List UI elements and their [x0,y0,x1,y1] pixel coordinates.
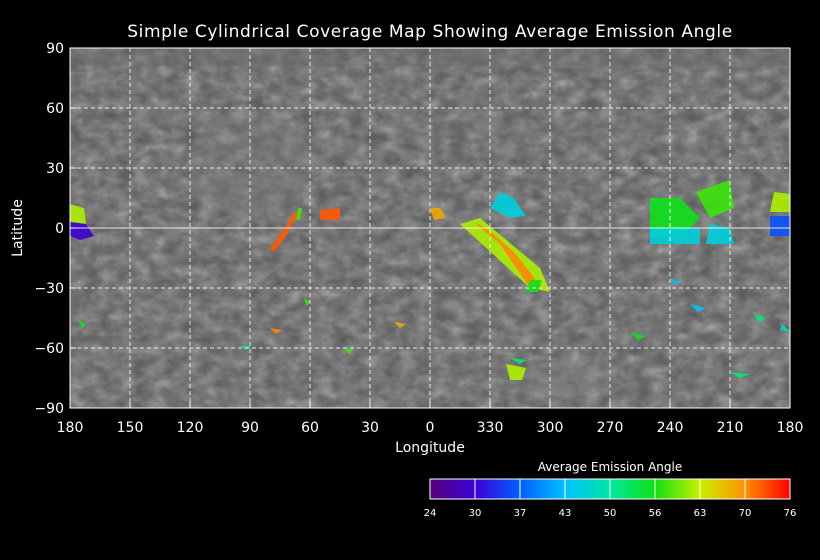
x-tick-label: 120 [177,420,204,436]
x-tick-label: 90 [241,420,259,436]
x-tick-label: 60 [301,420,319,436]
coverage-region [770,192,790,212]
coverage-region [730,372,750,378]
colorbar-tick-label: 70 [739,508,752,519]
coverage-region [270,328,282,334]
y-axis-label: Latitude [10,199,26,257]
coverage-region [754,314,766,322]
coverage-region [696,180,734,218]
coverage-region [270,212,302,252]
y-tick-label: 0 [55,221,64,237]
coverage-region [670,278,682,284]
x-tick-label: 210 [717,420,744,436]
y-tick-label: −90 [34,401,64,417]
colorbar: 24 30 37 43 50 56 63 70 76 [424,478,797,519]
coverage-region [304,298,310,306]
coverage-region [430,208,446,220]
coverage-region [70,222,94,240]
colorbar-tick-label: 63 [694,508,707,519]
x-tick-label: 150 [117,420,144,436]
y-tick-label: 30 [46,161,64,177]
x-tick-label: 180 [57,420,84,436]
y-tick-label: 60 [46,101,64,117]
coverage-region [296,208,302,220]
latitude-ticks: 90 60 30 0 −30 −60 −90 [34,41,76,417]
x-axis-label: Longitude [395,440,465,456]
x-tick-label: 180 [777,420,804,436]
coverage-region [394,322,406,328]
colorbar-tick-label: 43 [559,508,572,519]
x-tick-label: 330 [477,420,504,436]
coverage-region [706,224,734,244]
map-title: Simple Cylindrical Coverage Map Showing … [127,22,733,42]
coverage-region [690,304,706,312]
coverage-region [474,222,542,288]
coverage-region [506,364,526,380]
x-tick-label: 270 [597,420,624,436]
colorbar-tick-label: 56 [649,508,662,519]
coverage-region [320,208,340,220]
coverage-region [344,348,354,354]
y-tick-label: 90 [46,41,64,57]
colorbar-tick-label: 30 [469,508,482,519]
coverage-region [70,204,86,224]
grid-lines [70,48,790,408]
coverage-region [770,216,790,236]
colorbar-tick-label: 37 [514,508,527,519]
coverage-region [780,324,790,332]
x-tick-label: 0 [426,420,435,436]
colorbar-title: Average Emission Angle [537,460,683,474]
coverage-region [650,228,700,244]
bright-region [188,113,312,217]
colorbar-tick-label: 76 [784,508,797,519]
coverage-region [526,280,542,292]
x-tick-label: 300 [537,420,564,436]
coverage-regions [70,180,790,380]
colorbar-tick-label: 50 [604,508,617,519]
y-tick-label: −60 [34,341,64,357]
x-tick-label: 30 [361,420,379,436]
coverage-region [510,358,526,364]
bright-crater [510,362,610,398]
y-tick-label: −30 [34,281,64,297]
colorbar-tick-label: 24 [424,508,437,519]
coverage-region [490,192,526,218]
colorbar-ticks: 24 30 37 43 50 56 63 70 76 [424,479,797,519]
coverage-region [630,332,646,340]
coverage-region [78,320,86,328]
x-tick-label: 240 [657,420,684,436]
longitude-ticks: 180 150 120 90 60 30 0 330 300 270 240 210 180 [57,402,804,436]
